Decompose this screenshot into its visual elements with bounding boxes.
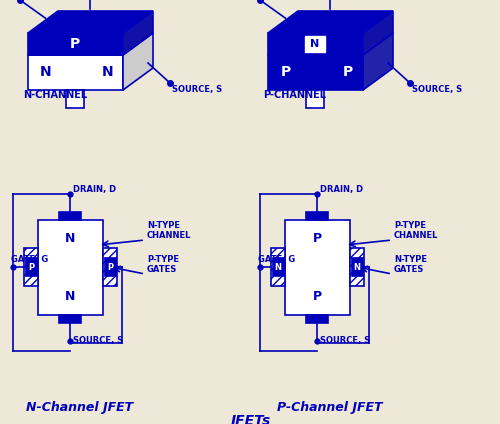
Text: P: P [343,65,353,79]
Bar [351,257,363,276]
Text: SOURCE, S: SOURCE, S [172,85,222,94]
Bar [25,257,37,276]
Text: GATE, G: GATE, G [258,255,295,264]
Polygon shape [306,90,324,108]
Text: N: N [102,65,114,79]
Text: N: N [40,65,52,79]
Text: N: N [65,232,75,245]
Polygon shape [268,33,363,55]
Bar [350,248,364,286]
Polygon shape [28,11,153,33]
Text: SOURCE, S: SOURCE, S [412,85,462,94]
Polygon shape [123,11,153,55]
Text: N-TYPE
GATES: N-TYPE GATES [394,254,427,274]
Polygon shape [28,55,123,90]
Bar [306,315,328,323]
Bar [306,212,328,220]
Text: DRAIN, D: DRAIN, D [320,185,363,194]
Polygon shape [363,33,393,90]
Text: P: P [312,232,322,245]
Text: N: N [65,290,75,304]
Bar [38,220,103,315]
Text: P: P [70,37,80,51]
Text: P: P [28,262,34,271]
Text: P-Channel JFET: P-Channel JFET [277,402,383,415]
Polygon shape [28,33,153,55]
Bar [104,257,116,276]
Polygon shape [268,11,393,33]
Text: P-TYPE
CHANNEL: P-TYPE CHANNEL [394,220,438,240]
Bar [285,220,350,315]
Bar [271,248,285,286]
Text: N-CHANNEL: N-CHANNEL [23,90,87,100]
Text: DRAIN, D: DRAIN, D [73,185,116,194]
Bar [24,248,38,286]
Text: N-TYPE
CHANNEL: N-TYPE CHANNEL [147,220,192,240]
Text: SOURCE, S: SOURCE, S [320,336,370,345]
Polygon shape [363,11,393,55]
Bar [59,315,81,323]
Text: P: P [281,65,291,79]
Bar [305,36,325,52]
Text: N: N [274,262,281,271]
Text: P-CHANNEL: P-CHANNEL [263,90,326,100]
Polygon shape [268,33,393,55]
Polygon shape [66,90,84,108]
Text: JFETs: JFETs [230,414,270,424]
Bar [272,257,284,276]
Text: P-TYPE
GATES: P-TYPE GATES [147,254,179,274]
Text: P: P [107,262,113,271]
Text: P: P [312,290,322,304]
Bar [103,248,117,286]
Polygon shape [268,55,363,90]
Text: N: N [310,39,320,49]
Polygon shape [123,33,153,90]
Polygon shape [28,33,123,55]
Text: N: N [354,262,360,271]
Bar [59,212,81,220]
Text: SOURCE, S: SOURCE, S [73,336,123,345]
Text: N-Channel JFET: N-Channel JFET [26,402,134,415]
Text: GATE, G: GATE, G [11,255,48,264]
